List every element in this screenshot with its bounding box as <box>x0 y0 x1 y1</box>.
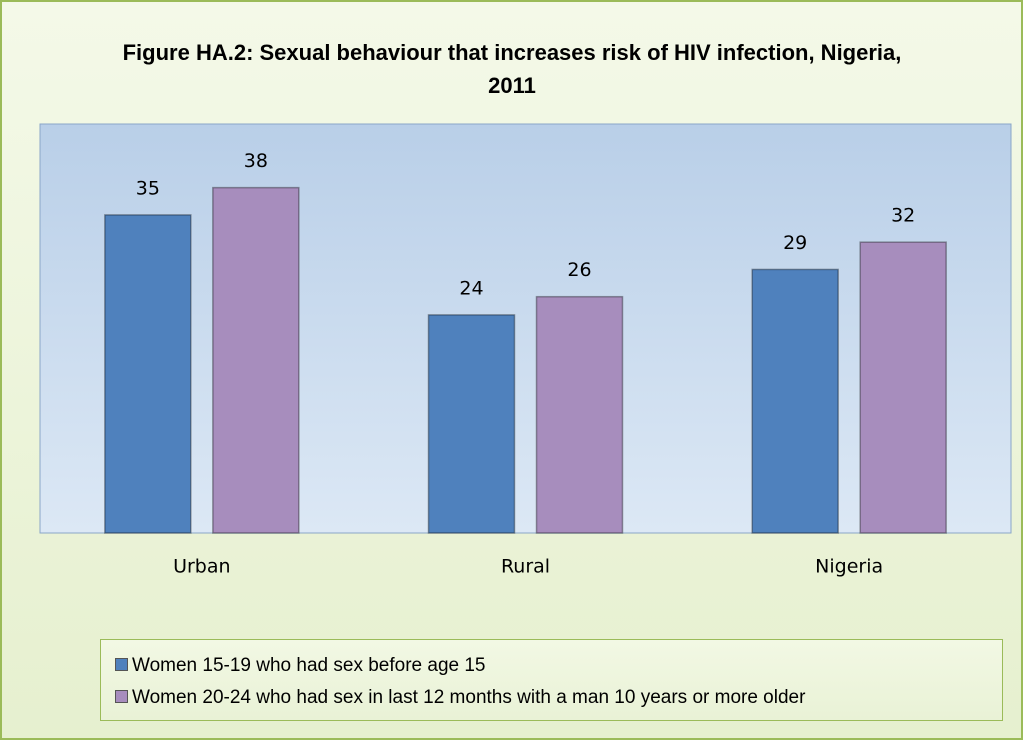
legend-swatch <box>115 658 128 671</box>
value-label: 24 <box>459 277 483 299</box>
legend-swatch <box>115 690 128 703</box>
legend-entry: Women 20-24 who had sex in last 12 month… <box>101 682 1002 714</box>
legend-label: Women 20-24 who had sex in last 12 month… <box>132 687 806 708</box>
bar <box>859 241 947 534</box>
value-label: 32 <box>891 205 915 227</box>
x-tick-label: Rural <box>501 556 550 578</box>
value-label: 29 <box>783 232 807 254</box>
x-tick-label: Nigeria <box>815 556 883 578</box>
chart-title: Figure HA.2: Sexual behaviour that incre… <box>122 40 902 98</box>
x-tick-label: Urban <box>173 556 230 578</box>
legend: Women 15-19 who had sex before age 15 Wom… <box>100 639 1003 721</box>
bar <box>104 214 192 534</box>
value-label: 35 <box>136 177 160 199</box>
legend-entry: Women 15-19 who had sex before age 15 <box>101 650 1002 682</box>
legend-label: Women 15-19 who had sex before age 15 <box>132 655 486 676</box>
bar <box>535 295 624 534</box>
value-label: 38 <box>244 150 268 172</box>
bar <box>427 314 516 534</box>
value-label: 26 <box>567 259 591 281</box>
plot-area <box>39 123 1012 534</box>
bar <box>751 268 839 534</box>
bar <box>212 186 300 534</box>
